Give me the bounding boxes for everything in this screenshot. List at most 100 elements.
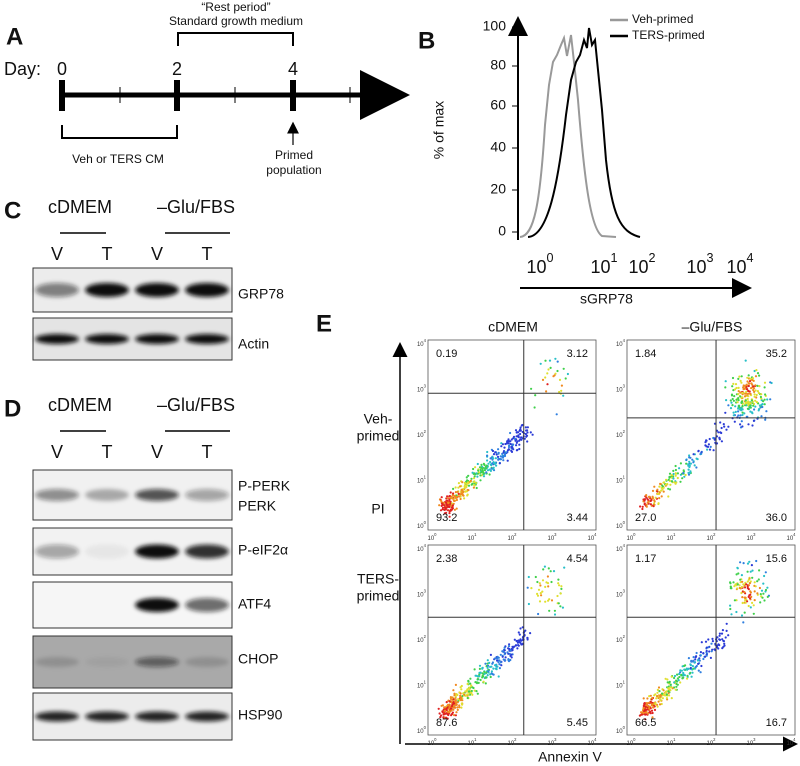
event-dot [687,463,690,466]
tick-base: 10 [626,536,633,542]
event-dot [544,585,547,589]
tick-base: 10 [427,536,434,542]
event-dot [501,443,504,446]
event-dot [529,632,532,635]
event-dot [646,712,650,715]
band [135,334,179,344]
event-dot [692,453,695,456]
event-dot [743,412,746,415]
event-dot [644,705,648,709]
group-label: –Glu/FBS [157,395,235,415]
row-label: primed [357,588,400,604]
event-dot [732,399,736,402]
event-dot [454,696,457,700]
event-dot [557,582,560,585]
event-dot [510,449,513,452]
event-dot [683,668,686,671]
tick-base: 10 [628,257,648,277]
band [185,283,229,297]
tick-base: 10 [616,478,623,484]
event-dot [470,477,473,480]
tick-label: 102 [417,634,427,643]
event-dot [735,573,738,576]
event-dot [553,613,557,616]
event-dot [552,570,556,573]
event-dot [707,638,710,641]
event-dot [695,655,698,658]
event-dot [674,482,677,485]
tick-base: 10 [467,536,474,542]
event-dot [547,567,550,570]
event-dot [496,655,499,658]
event-dot [493,657,497,660]
event-dot [459,692,462,695]
event-dot [492,673,495,676]
column-label: cDMEM [488,319,538,335]
panel-label: E [316,310,332,337]
event-dot [454,683,457,687]
band [85,657,129,667]
event-dot [485,676,488,679]
event-dot [459,686,462,689]
tick-base: 10 [526,257,546,277]
event-dot [557,602,560,605]
event-dot [688,456,691,459]
event-dot [495,453,498,456]
event-dot [743,395,747,398]
event-dot [662,490,665,493]
event-dot [763,599,766,602]
event-dot [642,697,645,700]
event-dot [448,706,451,709]
event-dot [470,691,473,695]
event-dot [750,382,753,385]
event-dot [550,599,554,602]
event-dot [467,680,470,683]
event-dot [506,440,509,443]
tick-label: 104 [616,338,626,347]
event-dot [514,429,518,432]
event-dot [656,705,659,708]
event-dot [455,693,458,696]
event-dot [538,582,541,585]
event-dot [691,665,695,668]
tick-base: 10 [547,536,554,542]
tick-base: 10 [786,741,793,747]
quadrant-value: 93.2 [436,512,457,524]
event-dot [507,658,510,661]
event-dot [729,407,733,410]
event-dot [479,468,482,471]
event-dot [489,460,492,464]
event-dot [486,459,489,462]
event-dot [696,659,700,662]
event-dot [763,381,767,384]
event-dot [758,385,761,388]
event-dot [449,696,452,699]
tick-base: 10 [616,592,623,598]
event-dot [484,682,487,685]
event-dot [724,411,727,414]
band [85,334,129,344]
tick-base: 10 [417,683,424,689]
event-dot [521,642,524,645]
event-dot [646,704,650,708]
event-dot [647,495,651,498]
event-dot [558,584,561,587]
event-dot [658,703,662,706]
event-dot [658,690,661,693]
blot-label: GRP78 [238,286,284,302]
event-dot [719,421,722,424]
event-dot [485,471,488,474]
event-dot [650,703,654,707]
event-dot [473,668,476,671]
legend-entry: TERS-primed [632,28,705,42]
event-dot [494,667,497,670]
event-dot [443,706,446,709]
event-dot [559,592,562,595]
event-dot [446,495,449,498]
event-dot [766,398,769,401]
day-label: Day: [4,59,41,79]
band [185,598,229,612]
event-dot [712,449,715,452]
event-dot [674,474,677,477]
event-dot [448,511,451,515]
